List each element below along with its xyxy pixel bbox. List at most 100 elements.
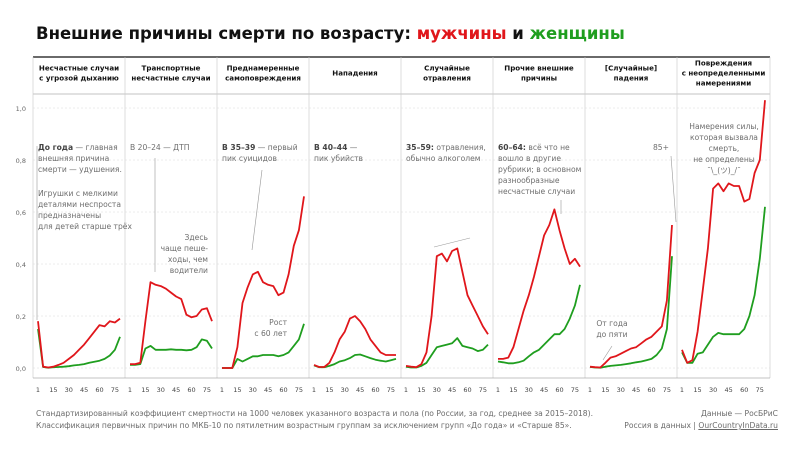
x-tick-label: 15 bbox=[233, 386, 241, 394]
x-tick-label: 75 bbox=[387, 386, 395, 394]
annotation-text: До года — главная bbox=[38, 143, 118, 152]
y-tick-label: 0,0 bbox=[16, 365, 26, 373]
annotation-text: Игрушки с мелкими bbox=[38, 189, 118, 198]
x-tick-label: 60 bbox=[647, 386, 655, 394]
annotation-text: деталями неспроста bbox=[38, 200, 121, 209]
x-tick-label: 15 bbox=[601, 386, 609, 394]
annotation-text: В 40–44 — bbox=[314, 143, 358, 152]
x-tick-label: 60 bbox=[187, 386, 195, 394]
series-line-women bbox=[497, 284, 581, 365]
title-men: мужчины bbox=[416, 24, 507, 43]
x-tick-label: 15 bbox=[141, 386, 149, 394]
x-tick-label: 45 bbox=[448, 386, 456, 394]
annotation-text: вошло в другие bbox=[498, 154, 561, 163]
x-tick-label: 60 bbox=[555, 386, 563, 394]
x-tick-label: 60 bbox=[95, 386, 103, 394]
annotation-leader bbox=[670, 155, 677, 223]
annotation-text: водители bbox=[170, 266, 208, 275]
annotation-text: 85+ bbox=[653, 143, 669, 152]
annotation-text: до пяти bbox=[596, 330, 627, 339]
series-line-men bbox=[589, 224, 673, 369]
title-and: и bbox=[506, 24, 530, 43]
x-tick-label: 15 bbox=[509, 386, 517, 394]
annotation-text: предназначены bbox=[38, 211, 101, 220]
annotation-text: Рост bbox=[269, 318, 287, 327]
x-tick-label: 60 bbox=[740, 386, 748, 394]
chart-title: Внешние причины смерти по возрасту: мужч… bbox=[36, 24, 625, 43]
y-tick-label: 0,6 bbox=[16, 209, 26, 217]
annotation-text: с 60 лет bbox=[254, 329, 287, 338]
x-tick-label: 30 bbox=[525, 386, 533, 394]
series-line-women bbox=[37, 328, 121, 369]
x-tick-label: 30 bbox=[65, 386, 73, 394]
x-tick-label: 1 bbox=[496, 386, 500, 394]
series-line-men bbox=[130, 281, 213, 365]
x-tick-label: 30 bbox=[433, 386, 441, 394]
x-tick-label: 45 bbox=[632, 386, 640, 394]
panel-title: Повреждения bbox=[695, 59, 752, 68]
x-tick-label: 1 bbox=[404, 386, 408, 394]
credit-site: Россия в данных | OurCountryInData.ru bbox=[624, 420, 778, 432]
annotation-text: смерть, bbox=[709, 144, 740, 153]
credit-site-prefix: Россия в данных | bbox=[624, 421, 699, 430]
panel-title: с неопределенными bbox=[682, 69, 766, 78]
annotation-text: 60–64: всё что не bbox=[498, 143, 570, 152]
annotation-text: ходы, чем bbox=[168, 255, 208, 264]
footer-line-2: Классификация первичных причин по МКБ-10… bbox=[36, 421, 572, 430]
x-tick-label: 15 bbox=[693, 386, 701, 394]
x-tick-label: 30 bbox=[341, 386, 349, 394]
x-tick-label: 75 bbox=[203, 386, 211, 394]
y-tick-label: 0,2 bbox=[16, 313, 26, 321]
series-line-men bbox=[313, 315, 396, 368]
x-tick-label: 15 bbox=[325, 386, 333, 394]
series-line-men bbox=[37, 317, 121, 369]
x-tick-label: 60 bbox=[371, 386, 379, 394]
panel-title: несчастные случаи bbox=[131, 74, 210, 83]
annotation-text: От года bbox=[596, 319, 627, 328]
annotation-text: обычно алкоголем bbox=[406, 154, 481, 163]
panel-title: Нападения bbox=[332, 69, 377, 78]
panel-title: Случайные bbox=[424, 64, 470, 73]
series-line-men bbox=[222, 196, 305, 369]
panel-title: падения bbox=[614, 74, 649, 83]
x-tick-label: 1 bbox=[680, 386, 684, 394]
panel-title: отравления bbox=[423, 74, 471, 83]
x-tick-label: 1 bbox=[128, 386, 132, 394]
x-tick-label: 45 bbox=[80, 386, 88, 394]
panel-title: [Случайные] bbox=[605, 64, 657, 73]
x-tick-label: 1 bbox=[220, 386, 224, 394]
annotation-leader bbox=[602, 345, 613, 361]
annotation-text: Здесь bbox=[185, 233, 209, 242]
series-line-men bbox=[681, 100, 766, 364]
footer-note: Стандартизированный коэффициент смертнос… bbox=[36, 408, 593, 432]
panel-title: Прочие внешние bbox=[504, 64, 574, 73]
series-line-men bbox=[405, 247, 489, 369]
series-line-women bbox=[405, 337, 489, 369]
series-line-women bbox=[130, 338, 213, 366]
x-tick-label: 75 bbox=[295, 386, 303, 394]
annotation-text: разнообразные bbox=[498, 176, 560, 185]
panel-title: самоповреждения bbox=[225, 74, 301, 83]
panel-title: Транспортные bbox=[142, 64, 201, 73]
x-tick-label: 75 bbox=[111, 386, 119, 394]
x-tick-label: 45 bbox=[264, 386, 272, 394]
x-tick-label: 45 bbox=[540, 386, 548, 394]
x-tick-label: 45 bbox=[172, 386, 180, 394]
x-tick-label: 60 bbox=[279, 386, 287, 394]
x-tick-label: 30 bbox=[157, 386, 165, 394]
x-tick-label: 30 bbox=[709, 386, 717, 394]
annotation-leader bbox=[251, 169, 263, 251]
annotation-text: В 20–24 — ДТП bbox=[130, 143, 189, 152]
x-tick-label: 75 bbox=[663, 386, 671, 394]
annotation-text: чаще пеше- bbox=[161, 244, 209, 253]
annotation-text: В 35–39 — первый bbox=[222, 143, 298, 152]
x-tick-label: 75 bbox=[571, 386, 579, 394]
x-tick-label: 15 bbox=[417, 386, 425, 394]
credit-link[interactable]: OurCountryInData.ru bbox=[698, 421, 778, 430]
annotation-text: не определены bbox=[693, 155, 755, 164]
y-tick-label: 1,0 bbox=[16, 105, 26, 113]
annotation-text: 35–59: отравления, bbox=[406, 143, 486, 152]
annotation-text: рубрики; в основном bbox=[498, 165, 582, 174]
series-line-women bbox=[589, 256, 673, 369]
